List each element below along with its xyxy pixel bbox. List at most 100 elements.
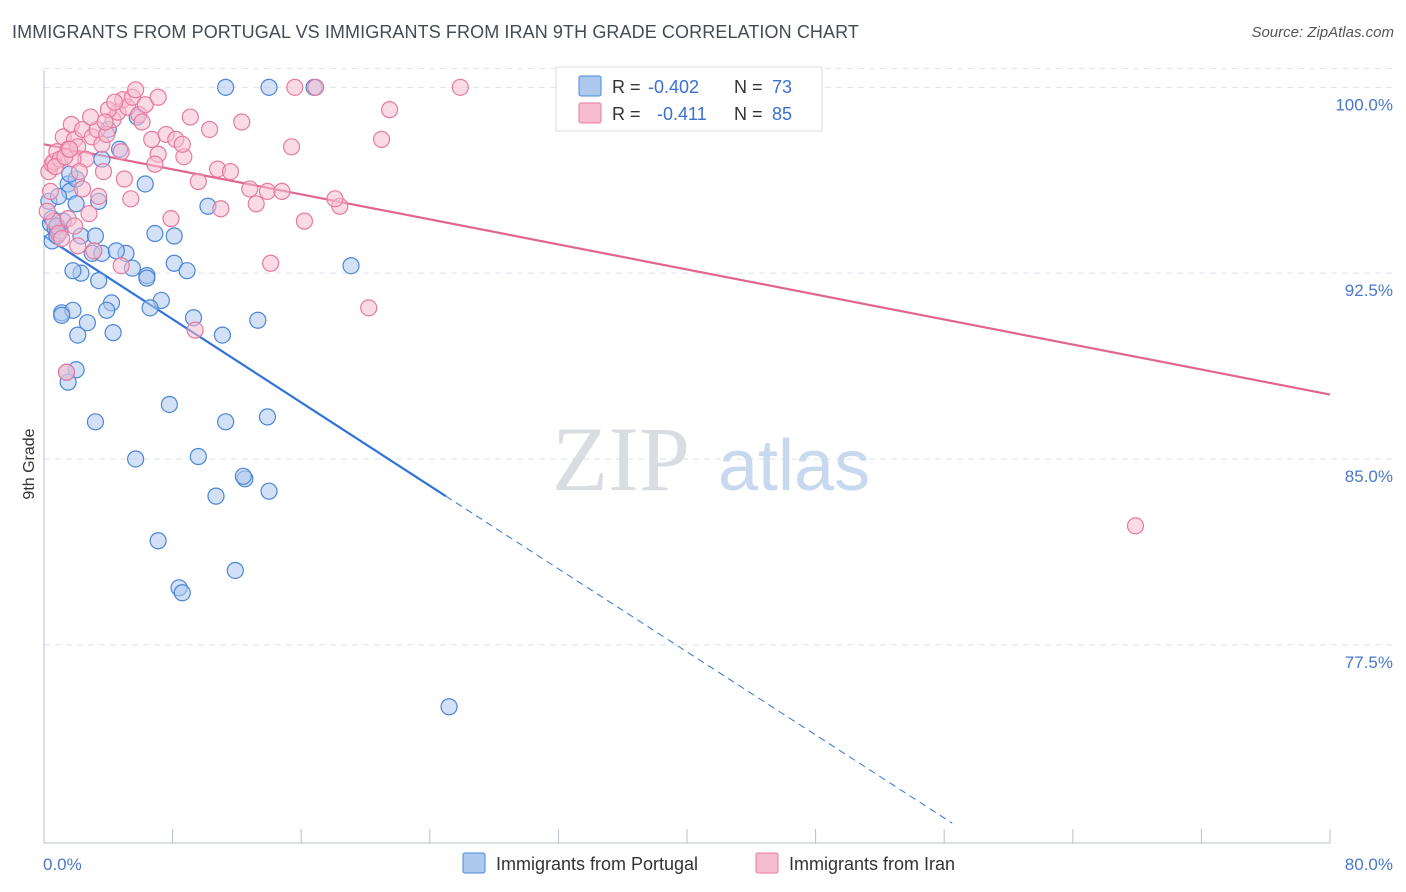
point-portugal-20 — [90, 271, 108, 290]
point-portugal-63 — [217, 78, 235, 96]
point-portugal-30 — [141, 299, 159, 317]
point-iran-51 — [90, 187, 108, 205]
point-iran-23 — [143, 130, 161, 148]
stats-n-label-iran: N = — [734, 104, 763, 124]
point-iran-37 — [282, 138, 301, 156]
stats-swatch-portugal — [578, 75, 602, 97]
x-tick-min: 0.0% — [43, 855, 82, 874]
point-iran-38 — [295, 212, 314, 230]
point-portugal-56 — [107, 242, 125, 260]
point-portugal-38 — [160, 395, 178, 414]
point-portugal-29 — [98, 301, 116, 319]
point-portugal-51 — [173, 584, 191, 602]
trend-line-iran — [43, 143, 1331, 396]
point-iran-76 — [69, 237, 87, 255]
point-iran-72 — [186, 321, 204, 339]
stats-r-value-portugal: -0.402 — [648, 77, 699, 97]
point-iran-31 — [221, 162, 240, 181]
point-portugal-26 — [78, 314, 97, 332]
legend-label-portugal: Immigrants from Portugal — [496, 854, 698, 874]
point-portugal-43 — [189, 447, 207, 466]
point-iran-81 — [173, 135, 191, 153]
trend-line-extension-portugal — [445, 495, 953, 824]
stats-n-label-portugal: N = — [734, 77, 763, 97]
point-iran-34 — [247, 195, 265, 213]
y-tick-label-0: 100.0% — [1335, 95, 1393, 114]
point-iran-66 — [149, 88, 167, 106]
legend-label-iran: Immigrants from Iran — [789, 854, 955, 874]
watermark-atlas: atlas — [718, 426, 870, 506]
point-iran-77 — [85, 242, 103, 260]
stats-r-label-portugal: R = — [612, 77, 641, 97]
point-portugal-17 — [178, 262, 196, 280]
point-iran-55 — [70, 162, 88, 181]
point-iran-68 — [96, 113, 114, 131]
stats-r-value-iran: -0.411 — [657, 104, 707, 124]
point-portugal-41 — [258, 408, 277, 426]
point-iran-42 — [381, 101, 399, 119]
point-portugal-39 — [86, 413, 105, 431]
point-portugal-47 — [207, 487, 225, 505]
point-iran-45 — [451, 78, 469, 96]
point-iran-52 — [122, 190, 140, 208]
point-iran-46 — [41, 182, 60, 201]
point-iran-33 — [241, 180, 259, 198]
point-iran-75 — [112, 257, 130, 275]
point-portugal-52 — [440, 698, 458, 716]
point-iran-41 — [372, 130, 391, 148]
legend-swatch-iran — [755, 852, 779, 874]
y-axis-label: 9th Grade — [21, 428, 38, 499]
point-iran-28 — [189, 172, 207, 191]
point-iran-73 — [57, 363, 76, 381]
point-iran-35 — [258, 182, 277, 201]
legend-swatch-portugal — [462, 852, 486, 874]
point-portugal-40 — [217, 413, 235, 431]
watermark-zip: ZIP — [552, 408, 690, 510]
point-iran-44 — [307, 78, 325, 96]
point-iran-65 — [127, 81, 145, 99]
stats-n-value-iran: 85 — [772, 104, 792, 124]
point-portugal-33 — [249, 311, 267, 329]
point-iran-36 — [273, 182, 291, 201]
point-portugal-71 — [342, 257, 360, 275]
point-iran-64 — [106, 93, 124, 111]
point-iran-40 — [326, 190, 344, 208]
point-portugal-19 — [64, 262, 82, 280]
point-portugal-21 — [138, 269, 156, 287]
stats-n-value-portugal: 73 — [772, 77, 792, 97]
point-iran-50 — [80, 205, 98, 223]
point-iran-79 — [65, 217, 84, 235]
point-portugal-42 — [127, 450, 145, 468]
bottom-legend: Immigrants from Portugal Immigrants from… — [462, 852, 955, 874]
point-iran-43 — [286, 78, 304, 96]
y-tick-label-1: 92.5% — [1345, 281, 1393, 300]
point-iran-69 — [38, 202, 56, 220]
point-iran-22 — [136, 96, 154, 114]
point-iran-70 — [262, 254, 280, 272]
point-iran-57 — [115, 170, 133, 188]
point-portugal-48 — [149, 532, 167, 550]
point-portugal-28 — [53, 306, 71, 324]
point-portugal-55 — [146, 224, 164, 243]
point-iran-58 — [146, 155, 164, 173]
point-iran-56 — [94, 162, 113, 181]
point-iran-67 — [82, 108, 100, 126]
point-portugal-46 — [260, 482, 278, 500]
point-portugal-54 — [165, 227, 183, 245]
point-iran-80 — [73, 180, 92, 198]
points-layer — [38, 78, 1145, 716]
point-iran-84 — [133, 113, 151, 131]
y-tick-label-2: 85.0% — [1345, 467, 1393, 486]
point-portugal-49 — [226, 561, 244, 580]
point-iran-53 — [162, 210, 180, 228]
stats-r-label-iran: R = — [612, 104, 641, 124]
point-portugal-9 — [67, 195, 85, 213]
point-iran-59 — [181, 108, 199, 126]
chart-title: IMMIGRANTS FROM PORTUGAL VS IMMIGRANTS F… — [12, 22, 859, 42]
watermark: ZIP atlas — [552, 408, 870, 510]
stats-legend: R = -0.402 N = 73 R = -0.411 N = 85 — [555, 66, 823, 132]
trend-layer — [43, 143, 1331, 824]
point-portugal-32 — [213, 326, 232, 344]
y-tick-label-3: 77.5% — [1345, 653, 1393, 672]
